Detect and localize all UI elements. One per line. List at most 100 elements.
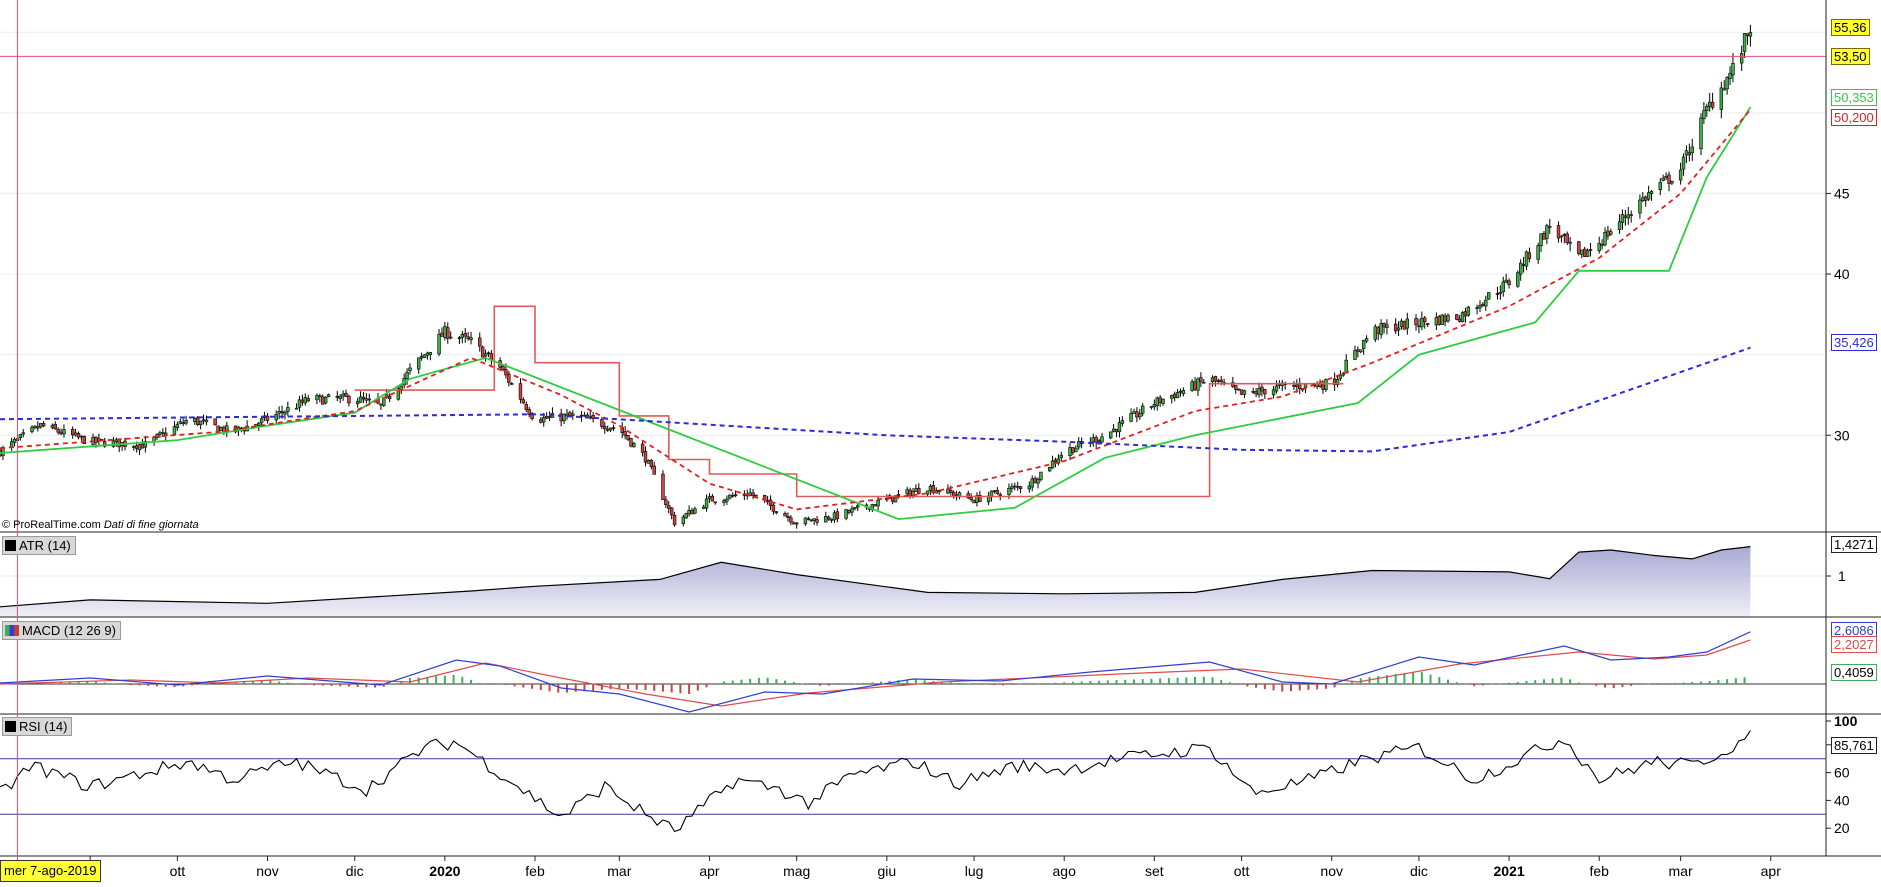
candle-bear[interactable] xyxy=(792,522,796,525)
candle-bull[interactable] xyxy=(1725,76,1729,90)
candle-bull[interactable] xyxy=(1097,440,1101,443)
candle-bull[interactable] xyxy=(1170,395,1174,399)
candle-bull[interactable] xyxy=(1271,389,1276,396)
candle-bull[interactable] xyxy=(18,434,23,438)
candle-bull[interactable] xyxy=(1077,441,1081,448)
candle-bear[interactable] xyxy=(1053,459,1058,463)
candle-bull[interactable] xyxy=(198,420,203,426)
candle-bull[interactable] xyxy=(286,407,290,412)
candle-bull[interactable] xyxy=(1536,245,1540,260)
candle-bull[interactable] xyxy=(547,416,552,419)
candle-bull[interactable] xyxy=(1728,72,1732,80)
candle-bull[interactable] xyxy=(1109,431,1113,439)
candle-bear[interactable] xyxy=(978,494,982,502)
candle-bull[interactable] xyxy=(1545,225,1549,239)
candle-bear[interactable] xyxy=(806,518,811,520)
candle-bull[interactable] xyxy=(1498,292,1503,294)
candle-bull[interactable] xyxy=(1039,471,1043,480)
candle-bull[interactable] xyxy=(1487,292,1491,300)
candle-bull[interactable] xyxy=(1385,324,1389,329)
candle-bull[interactable] xyxy=(21,432,25,435)
candle-bull[interactable] xyxy=(905,489,909,495)
candle-bull[interactable] xyxy=(725,498,729,502)
candle-bear[interactable] xyxy=(1356,349,1360,352)
candle-bear[interactable] xyxy=(1172,393,1177,399)
candle-bear[interactable] xyxy=(1234,385,1238,390)
candle-bear[interactable] xyxy=(1231,382,1235,387)
atr-line[interactable] xyxy=(0,546,1751,608)
candle-bull[interactable] xyxy=(1399,320,1404,327)
candle-bull[interactable] xyxy=(1353,350,1357,360)
candle-bull[interactable] xyxy=(571,413,575,416)
candle-bull[interactable] xyxy=(1242,390,1247,395)
candle-bull[interactable] xyxy=(419,356,424,359)
candle-bull[interactable] xyxy=(158,432,162,435)
candle-bear[interactable] xyxy=(1236,388,1241,391)
candle-bear[interactable] xyxy=(1018,486,1023,489)
candle-bull[interactable] xyxy=(1707,101,1712,107)
candle-bull[interactable] xyxy=(39,423,43,428)
candle-bull[interactable] xyxy=(1344,359,1348,374)
candle-bull[interactable] xyxy=(681,516,685,525)
candle-bull[interactable] xyxy=(1739,53,1744,64)
candle-bull[interactable] xyxy=(422,354,427,358)
candle-bear[interactable] xyxy=(1033,478,1037,483)
candle-bull[interactable] xyxy=(184,419,188,424)
candle-bear[interactable] xyxy=(786,515,790,518)
candle-bear[interactable] xyxy=(1623,215,1628,218)
candle-bear[interactable] xyxy=(201,419,206,422)
candle-bear[interactable] xyxy=(992,490,997,492)
candle-bull[interactable] xyxy=(318,395,322,398)
candle-bear[interactable] xyxy=(463,333,467,337)
candle-bull[interactable] xyxy=(1539,233,1543,247)
ema-fast-line[interactable] xyxy=(0,109,1752,511)
candle-bull[interactable] xyxy=(274,414,278,421)
candle-bull[interactable] xyxy=(1742,33,1747,52)
candle-bull[interactable] xyxy=(1190,381,1194,391)
candle-bear[interactable] xyxy=(952,491,956,497)
candle-bull[interactable] xyxy=(542,417,546,423)
candle-bear[interactable] xyxy=(1507,280,1511,285)
candle-bear[interactable] xyxy=(1393,323,1398,332)
candle-bull[interactable] xyxy=(73,432,78,436)
candle-bull[interactable] xyxy=(1155,397,1159,406)
candle-bull[interactable] xyxy=(693,508,697,514)
candle-bull[interactable] xyxy=(1626,214,1630,219)
candle-bull[interactable] xyxy=(1396,327,1401,331)
candle-bull[interactable] xyxy=(1649,191,1654,194)
candle-bear[interactable] xyxy=(521,399,526,404)
candle-bull[interactable] xyxy=(443,326,447,338)
candle-bear[interactable] xyxy=(1481,303,1485,306)
atr-title-tag[interactable]: ATR (14) xyxy=(2,536,76,555)
candle-bull[interactable] xyxy=(1446,314,1450,322)
ema-slow-line[interactable] xyxy=(0,346,1751,453)
candle-bull[interactable] xyxy=(1047,467,1052,472)
candle-bull[interactable] xyxy=(707,496,712,499)
candle-bear[interactable] xyxy=(539,419,543,423)
candle-bear[interactable] xyxy=(643,451,648,463)
candle-bear[interactable] xyxy=(710,495,715,502)
candle-bear[interactable] xyxy=(478,337,482,347)
candle-bear[interactable] xyxy=(79,435,84,438)
candle-bear[interactable] xyxy=(733,494,738,497)
candle-bull[interactable] xyxy=(1719,87,1724,110)
candle-bear[interactable] xyxy=(544,416,549,419)
candle-bull[interactable] xyxy=(341,393,345,397)
candle-bear[interactable] xyxy=(611,427,616,429)
candle-bear[interactable] xyxy=(1521,264,1526,266)
candle-bear[interactable] xyxy=(1402,320,1407,330)
candle-bear[interactable] xyxy=(510,383,514,385)
candle-bull[interactable] xyxy=(259,418,264,423)
candle-bull[interactable] xyxy=(1678,169,1683,181)
candle-bear[interactable] xyxy=(1178,390,1183,393)
candle-bull[interactable] xyxy=(1661,177,1665,181)
candle-bull[interactable] xyxy=(1585,250,1590,257)
candle-bear[interactable] xyxy=(1562,234,1567,236)
candle-bull[interactable] xyxy=(62,429,66,435)
candle-bear[interactable] xyxy=(1414,318,1418,326)
candle-bull[interactable] xyxy=(355,401,360,405)
candle-bull[interactable] xyxy=(175,424,180,428)
candle-bull[interactable] xyxy=(326,394,331,397)
candle-bull[interactable] xyxy=(1466,306,1471,316)
candle-bear[interactable] xyxy=(181,422,185,425)
